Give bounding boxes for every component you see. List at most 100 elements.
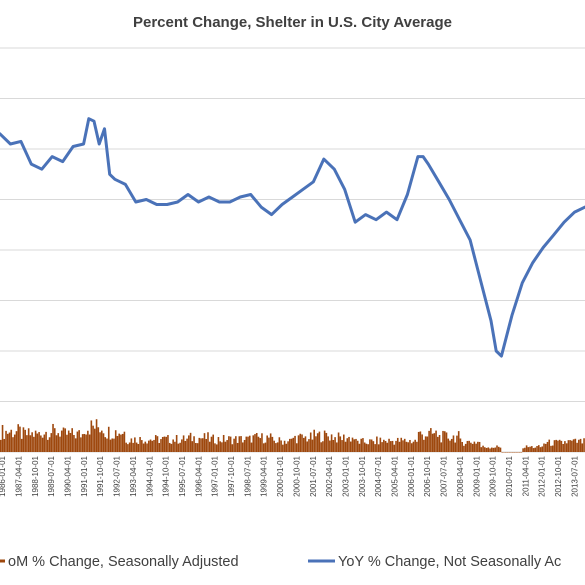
mom-bar bbox=[513, 452, 516, 453]
mom-bar bbox=[88, 434, 91, 452]
mom-bar bbox=[113, 438, 115, 452]
mom-bar bbox=[348, 436, 350, 452]
mom-bar bbox=[426, 436, 429, 452]
mom-bar bbox=[423, 439, 425, 452]
mom-bar bbox=[74, 438, 77, 452]
mom-bar bbox=[377, 444, 380, 452]
x-tick-label: 2010-07-01 bbox=[505, 455, 514, 496]
mom-bar bbox=[564, 441, 566, 452]
mom-bar bbox=[579, 438, 582, 452]
x-tick-label: 2000-10-01 bbox=[292, 455, 301, 496]
mom-bar bbox=[518, 452, 521, 453]
mom-bar bbox=[435, 430, 437, 452]
mom-bar bbox=[360, 438, 363, 452]
mom-bar bbox=[147, 440, 150, 452]
mom-bar bbox=[504, 452, 507, 453]
mom-bar bbox=[109, 439, 112, 452]
mom-bar bbox=[45, 431, 47, 452]
mom-bar bbox=[355, 438, 357, 452]
mom-bar bbox=[31, 432, 33, 452]
mom-bar bbox=[414, 439, 416, 452]
mom-bar bbox=[362, 438, 364, 452]
x-tick-label: 2003-10-01 bbox=[358, 455, 367, 496]
x-tick-label: 1991-10-01 bbox=[96, 455, 105, 496]
mom-bar bbox=[468, 440, 470, 452]
x-tick-label: 2001-07-01 bbox=[309, 455, 318, 496]
mom-bar bbox=[85, 434, 87, 452]
mom-bar bbox=[438, 435, 441, 452]
mom-bar bbox=[497, 446, 500, 452]
mom-bar bbox=[501, 452, 504, 453]
mom-bar bbox=[515, 452, 517, 453]
mom-bar bbox=[351, 437, 354, 452]
mom-bar bbox=[12, 437, 14, 452]
x-tick-label: 1992-07-01 bbox=[113, 455, 122, 496]
mom-bar bbox=[151, 440, 154, 452]
yoy-line bbox=[0, 117, 585, 358]
mom-bar bbox=[158, 442, 161, 452]
mom-bar bbox=[92, 425, 94, 452]
mom-bar bbox=[53, 428, 56, 452]
mom-bar bbox=[565, 443, 568, 452]
mom-bar bbox=[499, 447, 502, 452]
mom-bar bbox=[295, 443, 298, 452]
mom-bar bbox=[325, 432, 328, 452]
mom-bar bbox=[553, 440, 556, 452]
mom-bar bbox=[334, 437, 336, 452]
x-tick-label: 2000-01-01 bbox=[276, 455, 285, 496]
mom-bar bbox=[13, 434, 16, 452]
mom-bar bbox=[539, 447, 542, 452]
mom-bar bbox=[569, 440, 571, 452]
mom-bar bbox=[329, 440, 331, 452]
mom-bar bbox=[318, 431, 321, 452]
mom-bar bbox=[285, 443, 288, 452]
mom-bar bbox=[349, 441, 352, 452]
mom-bar bbox=[581, 443, 584, 452]
mom-bar bbox=[466, 440, 469, 452]
mom-bar bbox=[534, 447, 537, 452]
mom-bar bbox=[127, 444, 129, 452]
mom-bar bbox=[443, 431, 446, 452]
mom-bar bbox=[78, 430, 80, 452]
mom-bar bbox=[344, 441, 347, 452]
mom-bar bbox=[292, 437, 295, 452]
x-tick-label: 2009-01-01 bbox=[472, 455, 481, 496]
mom-bar bbox=[248, 435, 251, 452]
mom-bar bbox=[64, 428, 67, 452]
mom-bar bbox=[235, 436, 237, 452]
mom-bar bbox=[289, 438, 291, 452]
mom-bar bbox=[560, 440, 563, 452]
mom-bar bbox=[449, 440, 451, 452]
mom-bar bbox=[421, 434, 423, 452]
mom-bar bbox=[182, 435, 185, 452]
mom-bar bbox=[83, 433, 86, 452]
mom-bar bbox=[376, 436, 378, 452]
mom-bar bbox=[555, 439, 558, 452]
mom-bar bbox=[452, 435, 455, 452]
mom-bar bbox=[384, 440, 387, 452]
mom-bar bbox=[492, 447, 495, 452]
mom-bar bbox=[200, 438, 202, 452]
mom-bar bbox=[506, 452, 509, 453]
mom-bar bbox=[219, 441, 221, 452]
mom-bar bbox=[447, 438, 450, 452]
mom-bar bbox=[38, 432, 40, 452]
mom-bar bbox=[242, 442, 244, 452]
mom-bar bbox=[269, 433, 272, 452]
mom-bar bbox=[259, 438, 262, 452]
mom-bar bbox=[208, 441, 211, 452]
mom-bar bbox=[67, 430, 70, 452]
mom-bar bbox=[266, 435, 268, 452]
mom-bar bbox=[224, 441, 227, 452]
mom-bar bbox=[525, 445, 528, 452]
mom-bar bbox=[548, 439, 551, 452]
mom-bar bbox=[461, 441, 463, 452]
mom-bar bbox=[121, 433, 124, 452]
mom-bar bbox=[388, 438, 390, 452]
mom-bar bbox=[210, 436, 213, 452]
mom-bar bbox=[19, 426, 21, 452]
mom-bar bbox=[26, 435, 28, 452]
mom-bar bbox=[73, 434, 75, 452]
mom-bar bbox=[433, 433, 436, 452]
x-tick-label: 2009-10-01 bbox=[489, 455, 498, 496]
